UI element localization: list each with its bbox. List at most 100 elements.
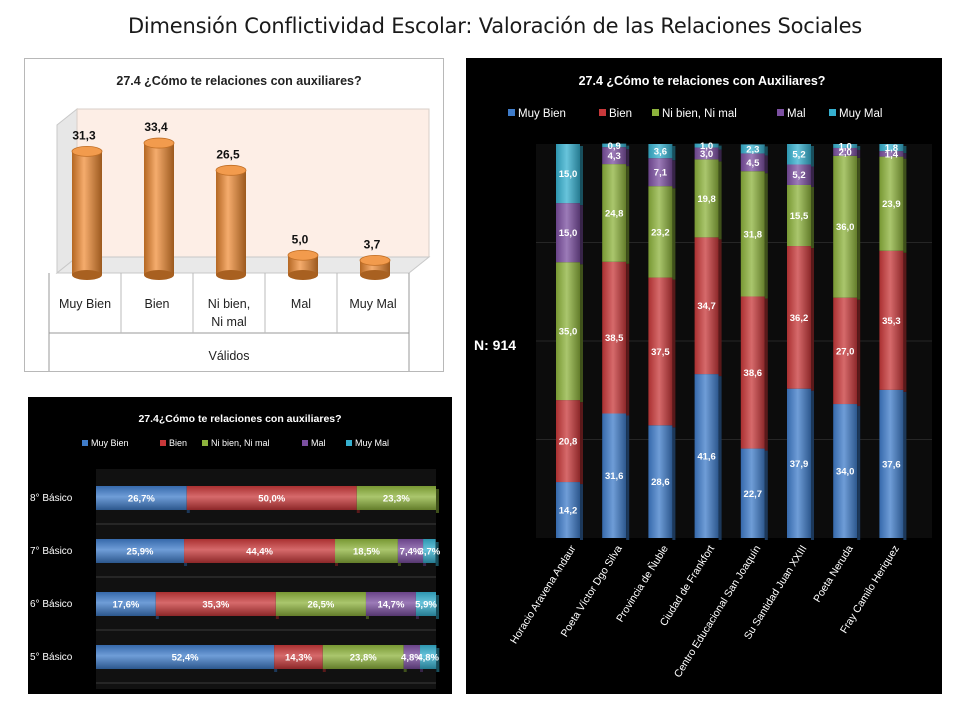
bar-segment: [648, 277, 673, 426]
data-label: 38,5: [605, 333, 624, 344]
bar-segment: [602, 143, 627, 148]
bar-segment-depth: [626, 263, 630, 416]
data-label: 34,7: [697, 301, 716, 312]
bar-segment: [787, 144, 811, 165]
data-label: 35,3: [882, 316, 901, 327]
legend-swatch: [599, 109, 606, 116]
bar-segment: [356, 486, 436, 510]
sample-size-label: N: 914: [474, 337, 517, 353]
legend-swatch: [160, 440, 166, 446]
bar-segment: [155, 592, 276, 616]
x-tick-label: Centro Educacional San Joaquín: [672, 543, 764, 680]
data-label: 52,4%: [172, 653, 199, 664]
bar-segment: [879, 389, 904, 538]
data-label: 37,5: [651, 347, 670, 358]
data-label: 14,2: [559, 506, 578, 517]
bar-segment: [96, 539, 185, 563]
legend-label: Bien: [169, 438, 187, 448]
bar-segment: [556, 400, 580, 483]
bar-segment-depth: [718, 161, 722, 240]
bar-base: [144, 270, 174, 280]
x-tick-label: Muy Mal: [349, 297, 396, 311]
bar-segment: [602, 413, 627, 538]
bar: [144, 143, 174, 275]
bar-segment-depth: [672, 427, 676, 540]
bar-segment-depth: [903, 158, 907, 253]
data-label: 5,2: [792, 150, 805, 161]
bar-segment-depth: [580, 146, 583, 206]
data-label: 14,7%: [377, 600, 404, 611]
legend-swatch: [302, 440, 308, 446]
bar: [288, 255, 318, 275]
legend-swatch: [346, 440, 352, 446]
data-label: 3,7%: [419, 547, 441, 558]
bar-segment-depth: [857, 406, 861, 540]
data-label: 4,3: [608, 151, 621, 162]
bar-segment-depth: [764, 146, 768, 156]
data-label: 31,3: [72, 128, 96, 142]
data-label: 1,0: [839, 141, 852, 152]
data-label: 4,8%: [401, 653, 423, 664]
bar-segment: [648, 158, 673, 187]
bar-segment-depth: [903, 391, 907, 540]
bar-segment-depth: [436, 489, 439, 513]
bar-segment: [556, 262, 580, 401]
bar-segment-depth: [857, 146, 861, 150]
bar-top: [359, 254, 391, 266]
bar-segment: [787, 184, 811, 247]
legend-label: Muy Mal: [355, 438, 389, 448]
bar-segment-depth: [764, 173, 768, 299]
data-label: 17,6%: [112, 600, 139, 611]
data-label: 26,7%: [128, 494, 155, 505]
cylinder-chart-panel: 27.4 ¿Cómo te relaciones con auxiliares?…: [24, 58, 444, 372]
x-tick-label: Poeta Neruda: [811, 543, 856, 604]
bar-segment-depth: [811, 166, 814, 187]
bar-segment: [397, 539, 424, 563]
bar-segment: [322, 645, 404, 669]
bar-segment-depth: [811, 146, 814, 167]
bar-segment-depth: [857, 299, 861, 407]
data-label: 37,9: [790, 459, 809, 470]
bar-segment-depth: [580, 264, 583, 403]
data-label: 26,5%: [307, 600, 334, 611]
bar-segment: [694, 147, 719, 160]
bar-segment: [403, 645, 421, 669]
bar-segment: [602, 261, 627, 414]
data-label: 36,0: [836, 222, 855, 233]
bar-segment: [879, 144, 904, 152]
bar-segment: [96, 645, 275, 669]
bar-segment: [833, 297, 858, 405]
bar-segment-depth: [672, 146, 676, 161]
data-label: 7,1: [654, 168, 668, 179]
y-tick-label: 5° Básico: [30, 652, 73, 663]
bar-segment-depth: [718, 145, 722, 150]
bar-segment-depth: [764, 155, 768, 174]
data-label: 1,8: [885, 143, 898, 154]
bar-top: [71, 145, 103, 157]
bar-segment-depth: [718, 239, 722, 377]
data-label: 1,4: [885, 149, 899, 160]
legend-swatch: [82, 440, 88, 446]
bar-base: [72, 270, 102, 280]
bar-segment-depth: [903, 146, 907, 154]
legend-label: Muy Mal: [839, 108, 882, 120]
bar-segment-depth: [580, 402, 583, 485]
bar-segment: [186, 486, 357, 510]
legend-swatch: [652, 109, 659, 116]
bar-segment-depth: [903, 252, 907, 392]
data-label: 3,6: [654, 147, 667, 158]
bar-segment-depth: [436, 648, 440, 672]
legend-swatch: [777, 109, 784, 116]
bar-segment: [335, 539, 398, 563]
data-label: 41,6: [697, 452, 716, 463]
data-label: 5,2: [792, 170, 805, 181]
bar-segment: [787, 388, 811, 538]
bar-top: [287, 249, 319, 261]
bar-top: [215, 164, 247, 176]
bar: [72, 151, 102, 275]
data-label: 15,0: [559, 228, 578, 239]
bar-segment: [556, 144, 580, 204]
x-tick-label: Provincia de Ñuble: [613, 543, 671, 625]
bar-segment: [184, 539, 336, 563]
data-label: 23,3%: [383, 494, 410, 505]
